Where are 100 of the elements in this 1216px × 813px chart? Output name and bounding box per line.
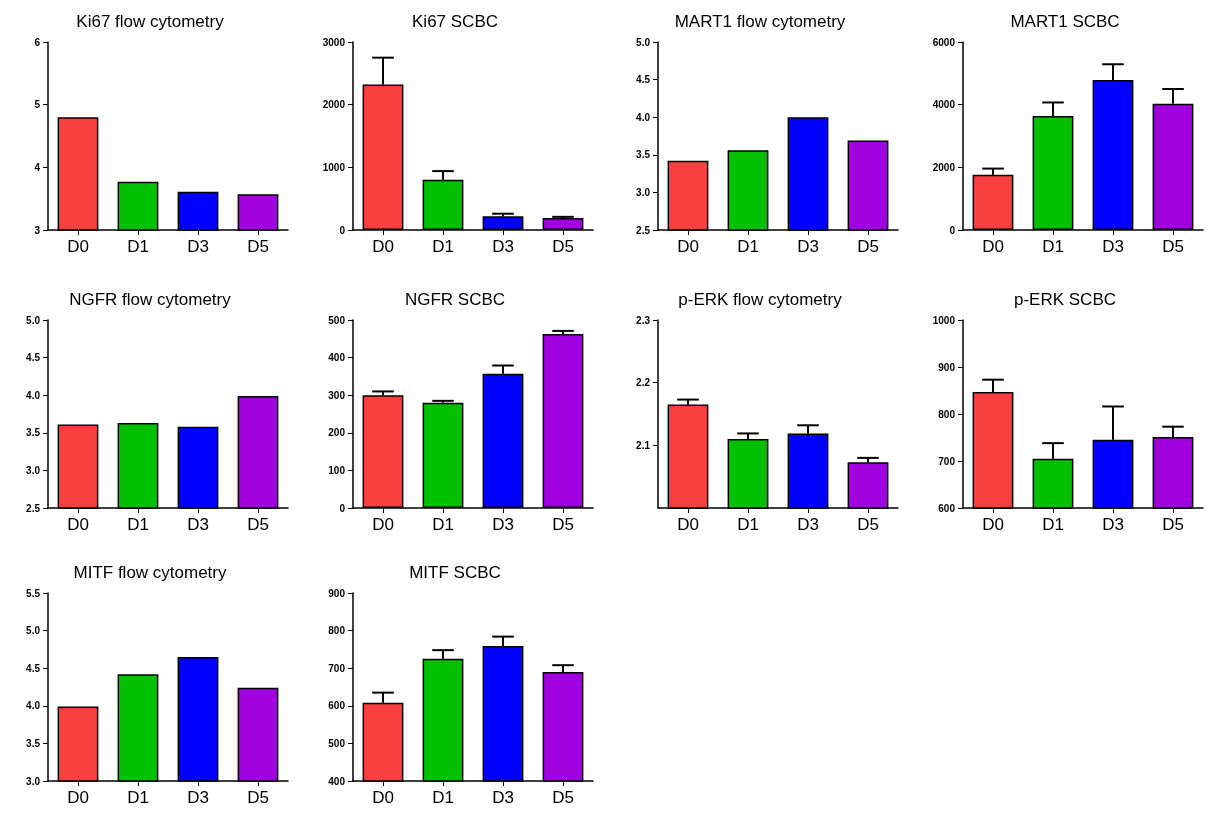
x-tick-label: D5 [247,515,269,534]
chart-title: p-ERK flow cytometry [678,290,843,309]
x-tick-label: D1 [432,515,454,534]
x-tick-label: D3 [187,237,209,256]
x-tick-label: D1 [432,788,454,807]
x-tick-label: D0 [67,237,89,256]
y-tick-label: 1000 [932,314,956,326]
y-tick-label: 800 [938,408,956,420]
y-tick-label: 300 [328,389,346,401]
y-tick-label: 3.0 [26,775,41,787]
y-tick-label: 4 [34,161,41,173]
y-tick-label: 600 [938,502,956,514]
x-tick-label: D0 [372,515,394,534]
chart-title: Ki67 flow cytometry [76,12,225,31]
x-tick-label: D1 [737,515,759,534]
y-tick-label: 4.0 [26,700,41,712]
x-tick-label: D1 [127,237,149,256]
y-tick-label: 5 [34,99,41,111]
x-tick-label: D1 [737,237,759,256]
x-tick-label: D3 [187,788,209,807]
x-tick-label: D5 [857,237,879,256]
x-tick-label: D1 [432,237,454,256]
y-tick-label: 2000 [932,161,956,173]
x-tick-label: D5 [552,237,574,256]
chart-title: MITF SCBC [409,563,501,582]
x-tick-label: D5 [247,788,269,807]
x-tick-label: D1 [127,515,149,534]
y-tick-label: 0 [949,224,956,236]
chart-title: MART1 flow cytometry [674,12,846,31]
x-tick-label: D3 [187,515,209,534]
x-tick-label: D5 [1162,515,1184,534]
y-tick-label: 700 [328,662,346,674]
x-tick-label: D3 [492,515,514,534]
chart-title: MART1 SCBC [1010,12,1120,31]
y-tick-label: 100 [328,464,346,476]
y-tick-label: 0 [339,224,346,236]
y-tick-label: 3 [34,224,41,236]
y-tick-label: 4000 [932,99,956,111]
x-tick-label: D0 [67,515,89,534]
y-tick-label: 800 [328,625,346,637]
x-tick-label: D5 [1162,237,1184,256]
chart-title: p-ERK SCBC [1013,290,1117,309]
x-tick-label: D0 [372,788,394,807]
y-tick-label: 3000 [322,36,346,48]
y-tick-label: 3.0 [636,186,651,198]
y-tick-label: 5.0 [636,36,651,48]
chart-title: NGFR flow cytometry [69,290,232,309]
y-tick-label: 2.1 [636,439,651,451]
y-tick-label: 3.0 [26,464,41,476]
y-tick-label: 5.0 [26,625,41,637]
y-tick-label: 1000 [322,161,346,173]
x-tick-label: D3 [492,788,514,807]
y-tick-label: 5.5 [26,587,41,599]
y-tick-label: 5.0 [26,314,41,326]
y-tick-label: 3.5 [636,149,651,161]
y-tick-label: 500 [328,314,346,326]
y-tick-label: 700 [938,455,956,467]
y-tick-label: 400 [328,352,346,364]
x-tick-label: D5 [857,515,879,534]
y-tick-label: 4.0 [26,389,41,401]
x-tick-label: D3 [492,237,514,256]
x-tick-label: D3 [797,237,819,256]
y-tick-label: 200 [328,427,346,439]
x-tick-label: D0 [677,237,699,256]
y-tick-label: 4.5 [636,74,651,86]
y-tick-label: 0 [339,502,346,514]
x-tick-label: D5 [552,788,574,807]
x-tick-label: D5 [552,515,574,534]
y-tick-label: 600 [328,700,346,712]
y-tick-label: 2.2 [636,377,651,389]
x-tick-label: D5 [247,237,269,256]
x-tick-label: D1 [1042,237,1064,256]
x-tick-label: D0 [372,237,394,256]
y-tick-label: 4.5 [26,662,41,674]
y-tick-label: 2.5 [636,224,651,236]
x-tick-label: D1 [1042,515,1064,534]
y-tick-label: 900 [938,361,956,373]
y-tick-label: 3.5 [26,737,41,749]
chart-title: MITF flow cytometry [73,563,227,582]
chart-title: Ki67 SCBC [412,12,498,31]
y-tick-label: 4.5 [26,352,41,364]
y-tick-label: 2.5 [26,502,41,514]
y-tick-label: 900 [328,587,346,599]
x-tick-label: D0 [67,788,89,807]
x-tick-label: D1 [127,788,149,807]
x-tick-label: D3 [1102,515,1124,534]
x-tick-label: D0 [982,237,1004,256]
y-tick-label: 6000 [932,36,956,48]
y-tick-label: 4.0 [636,111,651,123]
chart-title: NGFR SCBC [404,290,506,309]
x-tick-label: D0 [982,515,1004,534]
y-tick-label: 3.5 [26,427,41,439]
y-tick-label: 2000 [322,99,346,111]
y-tick-label: 2.3 [636,314,651,326]
x-tick-label: D0 [677,515,699,534]
y-tick-label: 400 [328,775,346,787]
x-tick-label: D3 [1102,237,1124,256]
x-tick-label: D3 [797,515,819,534]
y-tick-label: 500 [328,737,346,749]
y-tick-label: 6 [34,36,41,48]
